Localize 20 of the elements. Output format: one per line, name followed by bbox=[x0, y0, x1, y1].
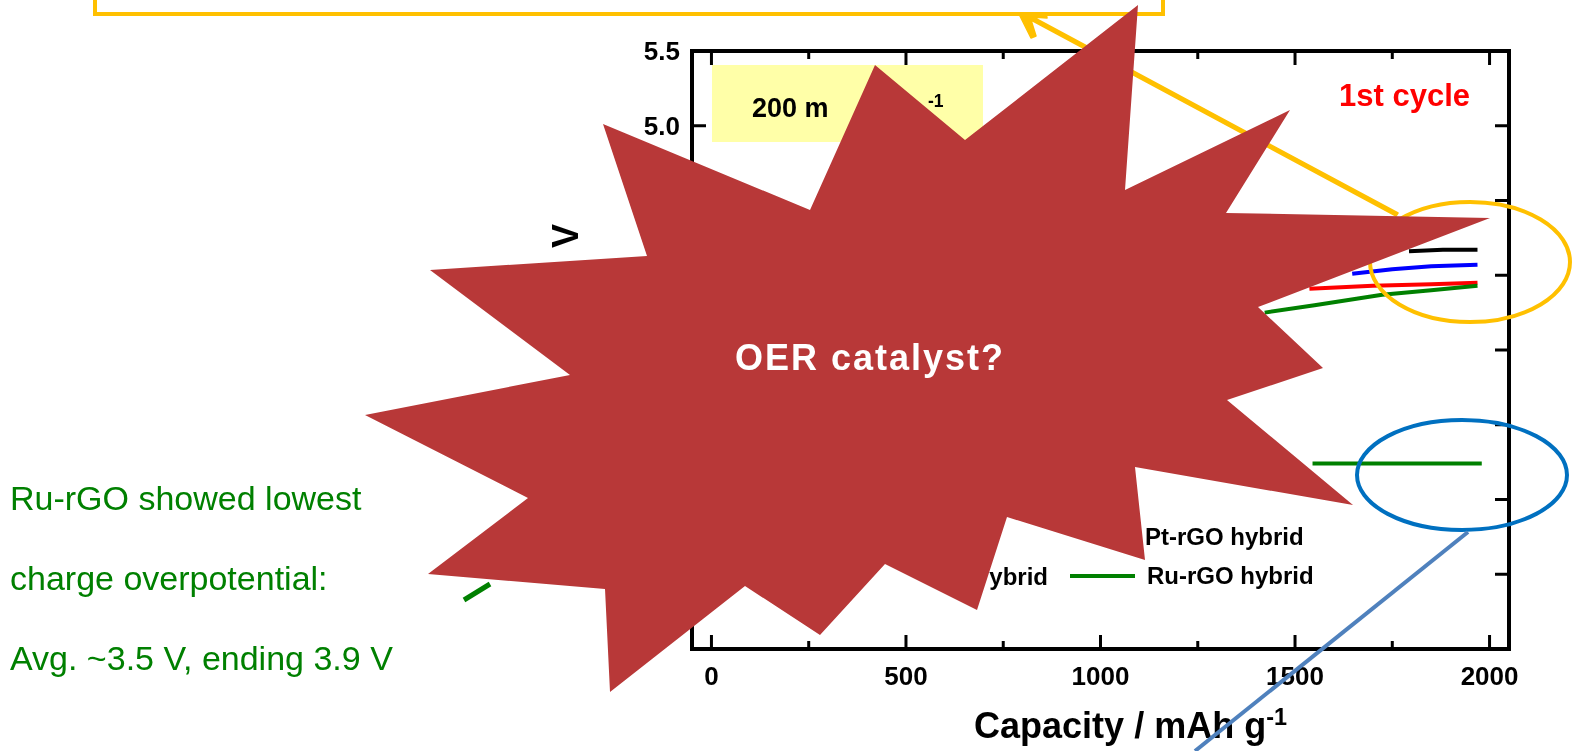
annotation: ybrid bbox=[989, 563, 1048, 590]
legend-label: Ru-rGO hybrid bbox=[1147, 562, 1314, 589]
text: Ru-rGO showed lowest bbox=[10, 479, 363, 517]
annotation: 1st cycle bbox=[1339, 78, 1470, 113]
x-tick-label: 2000 bbox=[1460, 661, 1519, 691]
x-tick-label: 1000 bbox=[1071, 661, 1130, 691]
annotation: -1 bbox=[928, 91, 944, 111]
line-series bbox=[1262, 283, 1480, 315]
line-series bbox=[1350, 262, 1480, 276]
text: charge overpotential: bbox=[10, 559, 328, 597]
y-axis-title: V bbox=[545, 223, 586, 249]
annotation: OER catalyst? bbox=[734, 337, 1006, 378]
annotation: 200 m bbox=[752, 93, 829, 123]
annotation: Pt-rGO hybrid bbox=[1145, 523, 1304, 550]
y-tick-label: 5.5 bbox=[643, 36, 680, 66]
y-tick-label: 5.0 bbox=[643, 110, 680, 141]
x-axis-title: Capacity / mAh g$^{-1}$ bbox=[974, 704, 1287, 746]
x-tick-label: 0 bbox=[704, 661, 719, 691]
text: Avg. ~3.5 V, ending 3.9 V bbox=[10, 639, 394, 677]
x-tick-label: 500 bbox=[884, 661, 928, 691]
